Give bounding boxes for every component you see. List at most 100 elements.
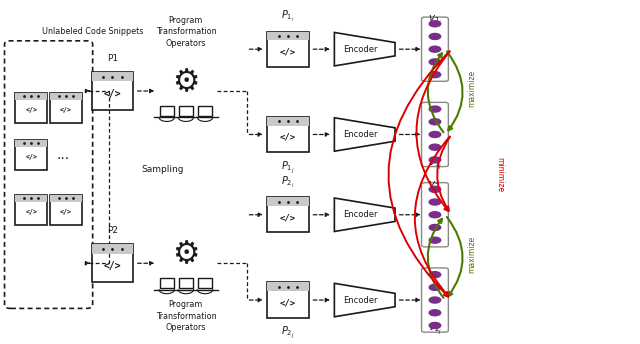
Polygon shape (334, 283, 395, 317)
Bar (15, 140, 47, 170)
Polygon shape (334, 118, 395, 151)
Text: $v_{1_j}$: $v_{1_j}$ (428, 158, 442, 172)
Bar (268, 32, 309, 67)
Circle shape (429, 199, 441, 205)
Circle shape (429, 119, 441, 125)
Bar (92, 244, 133, 282)
Bar (268, 197, 309, 206)
Bar (92, 72, 133, 82)
Text: $P_{1_j}$: $P_{1_j}$ (281, 160, 295, 176)
Circle shape (429, 21, 441, 27)
Bar (92, 244, 133, 254)
Bar (268, 282, 309, 291)
Bar (268, 117, 309, 126)
Bar (50, 195, 82, 225)
Text: </>: </> (26, 154, 37, 160)
Text: </>: </> (60, 107, 72, 113)
Bar (15, 195, 47, 202)
Circle shape (429, 322, 441, 329)
Circle shape (429, 33, 441, 40)
Circle shape (429, 310, 441, 316)
Text: Encoder: Encoder (343, 130, 378, 139)
Text: Encoder: Encoder (343, 295, 378, 304)
Text: </>: </> (104, 261, 121, 271)
Bar (15, 93, 47, 123)
Text: $v_{2_j}$: $v_{2_j}$ (428, 323, 442, 337)
Circle shape (429, 59, 441, 65)
Text: Unlabeled Code Snippets: Unlabeled Code Snippets (42, 27, 143, 36)
Text: </>: </> (280, 298, 296, 307)
Text: ⚙: ⚙ (172, 240, 200, 269)
Circle shape (429, 106, 441, 112)
Bar (15, 140, 47, 147)
Text: </>: </> (104, 89, 121, 99)
Circle shape (429, 46, 441, 52)
Circle shape (429, 157, 441, 163)
Text: Sampling: Sampling (141, 165, 184, 174)
FancyArrowPatch shape (428, 53, 444, 132)
FancyBboxPatch shape (422, 103, 449, 166)
Circle shape (429, 297, 441, 303)
Text: $v_{1_i}$: $v_{1_i}$ (428, 14, 442, 27)
FancyArrowPatch shape (437, 137, 450, 211)
Bar (268, 32, 309, 40)
Text: P1: P1 (107, 54, 118, 63)
Bar (160, 106, 173, 116)
Text: </>: </> (26, 209, 37, 215)
FancyArrowPatch shape (388, 51, 449, 297)
Text: </>: </> (280, 133, 296, 142)
FancyArrowPatch shape (415, 137, 450, 296)
Text: ...: ... (56, 148, 69, 162)
Circle shape (429, 72, 441, 78)
Circle shape (429, 144, 441, 150)
Bar (268, 197, 309, 232)
Text: Program
Transformation
Operators: Program Transformation Operators (156, 15, 216, 47)
Bar (179, 278, 193, 288)
Bar (179, 106, 193, 116)
Text: </>: </> (60, 209, 72, 215)
FancyArrowPatch shape (447, 51, 463, 130)
Circle shape (429, 284, 441, 290)
Text: </>: </> (26, 107, 37, 113)
Circle shape (429, 186, 441, 192)
Text: Encoder: Encoder (343, 45, 378, 54)
Bar (160, 278, 173, 288)
Bar (268, 282, 309, 318)
Text: maximize: maximize (467, 70, 477, 107)
FancyBboxPatch shape (4, 41, 93, 309)
Text: minimize: minimize (495, 157, 504, 192)
Bar (50, 93, 82, 100)
FancyBboxPatch shape (422, 268, 449, 332)
Text: ⚙: ⚙ (172, 68, 200, 97)
Circle shape (429, 131, 441, 138)
Text: maximize: maximize (467, 235, 477, 273)
Bar (198, 106, 212, 116)
FancyBboxPatch shape (422, 17, 449, 81)
Text: $v_{2_i}$: $v_{2_i}$ (428, 180, 442, 193)
Text: $P_{1_i}$: $P_{1_i}$ (281, 9, 295, 24)
Text: $P_{2_i}$: $P_{2_i}$ (281, 175, 295, 190)
Bar (15, 93, 47, 100)
Text: $P_{2_j}$: $P_{2_j}$ (281, 325, 295, 341)
Text: Encoder: Encoder (343, 210, 378, 219)
Bar (92, 72, 133, 110)
Circle shape (429, 272, 441, 278)
FancyArrowPatch shape (447, 217, 463, 296)
Bar (268, 117, 309, 152)
FancyArrowPatch shape (428, 219, 444, 298)
Text: </>: </> (280, 47, 296, 56)
Text: P2: P2 (107, 226, 118, 235)
Bar (15, 195, 47, 225)
Polygon shape (334, 32, 395, 66)
Circle shape (429, 212, 441, 218)
Polygon shape (334, 198, 395, 232)
Text: Program
Transformation
Operators: Program Transformation Operators (156, 300, 216, 332)
FancyBboxPatch shape (422, 183, 449, 247)
Text: </>: </> (280, 213, 296, 222)
Circle shape (429, 224, 441, 230)
FancyArrowPatch shape (417, 51, 450, 211)
Bar (50, 195, 82, 202)
Circle shape (429, 237, 441, 243)
Bar (198, 278, 212, 288)
Bar (50, 93, 82, 123)
